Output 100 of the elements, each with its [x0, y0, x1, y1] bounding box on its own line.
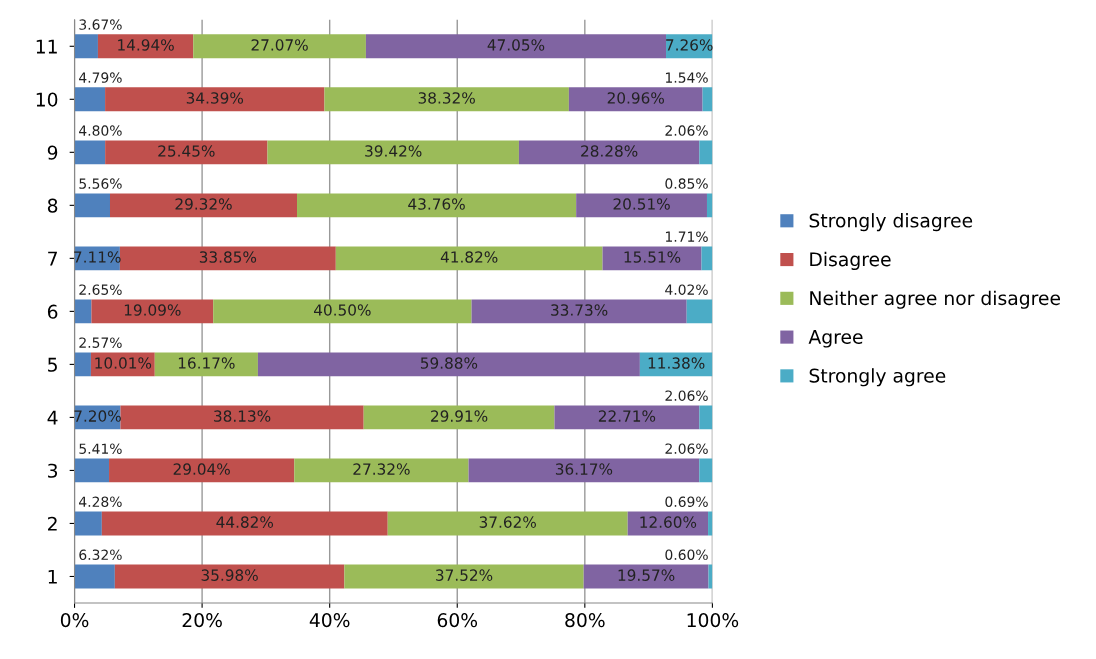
data-label: 34.39% — [186, 92, 244, 104]
data-label: 12.60% — [640, 516, 697, 528]
data-label: 47.05% — [487, 39, 545, 51]
bar — [701, 246, 713, 271]
data-label: 10.01% — [95, 357, 152, 369]
data-label: 20.96% — [607, 92, 665, 104]
data-label: 5.41% — [79, 443, 122, 454]
data-label: 33.73% — [551, 304, 608, 316]
data-label: 37.62% — [479, 516, 536, 528]
bar — [97, 34, 194, 59]
legend-label: Strongly disagree — [809, 213, 973, 232]
bar — [568, 87, 703, 112]
data-label: 44.82% — [216, 516, 274, 528]
bar — [518, 140, 700, 165]
bar — [109, 458, 295, 483]
bar — [267, 140, 519, 165]
data-label: 4.79% — [79, 72, 122, 83]
x-tick-label: 20% — [182, 613, 222, 628]
data-label: 0.69% — [665, 496, 708, 507]
bar — [387, 511, 628, 536]
data-label: 3.67% — [79, 19, 122, 30]
data-label: 5.56% — [79, 178, 122, 189]
y-tick-label: 2 — [48, 516, 57, 531]
bar — [297, 193, 577, 218]
x-tick-label: 100% — [687, 613, 739, 628]
data-label: 2.57% — [79, 337, 122, 348]
bar — [91, 299, 214, 324]
x-tick-label: 0% — [60, 613, 89, 628]
bar — [583, 564, 709, 589]
data-label: 37.52% — [436, 569, 493, 581]
y-tick-label: 9 — [47, 145, 58, 160]
y-tick-label: 1 — [48, 569, 57, 584]
data-label: 39.42% — [365, 145, 422, 157]
data-label: 43.76% — [408, 198, 465, 210]
y-tick-label: 8 — [47, 198, 58, 213]
bar — [119, 246, 336, 271]
bar — [554, 405, 700, 430]
data-label: 41.82% — [440, 251, 498, 263]
bar — [294, 458, 469, 483]
data-label: 16.17% — [178, 357, 235, 369]
data-label: 6.32% — [79, 549, 122, 560]
x-tick-label: 80% — [565, 613, 605, 628]
bar — [120, 405, 364, 430]
bar — [576, 193, 707, 218]
legend-label: Strongly agree — [809, 368, 946, 387]
data-label: 28.28% — [581, 145, 638, 157]
bar — [363, 405, 555, 430]
bar — [699, 405, 713, 430]
data-label: 25.45% — [158, 145, 215, 157]
bar — [213, 299, 472, 324]
data-label: 36.17% — [555, 463, 613, 475]
data-label: 14.94% — [118, 39, 174, 51]
bar — [602, 246, 702, 271]
bar — [193, 34, 366, 59]
data-label: 29.91% — [431, 410, 488, 422]
bar — [257, 352, 640, 377]
data-label: 29.04% — [173, 463, 230, 475]
bar — [109, 193, 298, 218]
data-label: 38.32% — [418, 92, 475, 104]
data-label: 2.06% — [665, 390, 708, 401]
data-label: 22.71% — [598, 410, 656, 422]
data-label: 4.28% — [79, 496, 122, 507]
bar — [101, 511, 388, 536]
data-label: 27.07% — [251, 39, 308, 51]
y-tick-label: 7 — [48, 251, 57, 266]
bar — [706, 193, 713, 218]
x-tick-label: 40% — [309, 613, 350, 628]
data-label: 40.50% — [313, 304, 371, 316]
bar — [335, 246, 603, 271]
data-label: 4.02% — [665, 284, 708, 295]
data-label: 2.06% — [665, 443, 708, 454]
bar — [105, 87, 325, 112]
bar — [324, 87, 569, 112]
data-label: 19.57% — [618, 569, 675, 581]
y-tick-label: 11 — [36, 39, 57, 54]
y-tick-label: 5 — [48, 357, 57, 372]
x-tick-label: 60% — [437, 613, 478, 628]
legend-label: Disagree — [810, 251, 891, 271]
data-label: 19.09% — [124, 304, 181, 316]
bar — [699, 140, 713, 165]
data-label: 38.13% — [214, 410, 271, 422]
data-label: 4.80% — [79, 125, 122, 136]
data-label: 0.85% — [665, 178, 708, 189]
data-label: 2.65% — [79, 284, 122, 295]
y-tick-label: 4 — [47, 410, 58, 425]
y-tick-label: 6 — [47, 304, 58, 319]
bar — [699, 458, 713, 483]
data-label: 33.85% — [199, 251, 257, 263]
data-label: 1.71% — [665, 231, 708, 242]
bar — [154, 352, 258, 377]
data-label: 27.32% — [353, 463, 410, 475]
y-tick-label: 10 — [36, 92, 58, 107]
bar — [702, 87, 713, 112]
data-label: 11.38% — [648, 357, 705, 369]
data-label: 15.51% — [624, 251, 681, 263]
bar — [105, 140, 268, 165]
data-label: 0.60% — [665, 549, 708, 560]
data-label: 1.54% — [665, 72, 708, 83]
bar — [344, 564, 584, 589]
legend-label: Neither agree nor disagree — [810, 290, 1061, 309]
